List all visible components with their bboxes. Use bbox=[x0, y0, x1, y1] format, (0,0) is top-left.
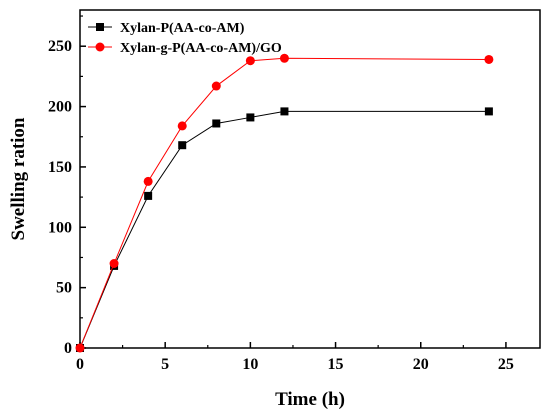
plot-area bbox=[79, 9, 541, 349]
y-axis-title: Swelling ration bbox=[8, 117, 29, 240]
series-2-point bbox=[143, 176, 153, 186]
series-layer bbox=[75, 53, 494, 353]
series-1-line bbox=[79, 110, 489, 349]
legend-label-series-1: Xylan-P(AA-co-AM) bbox=[120, 21, 245, 36]
series-1-point bbox=[246, 113, 255, 122]
plot-frame bbox=[79, 9, 541, 349]
series-1-point bbox=[144, 191, 153, 200]
y-tick-label: 0 bbox=[64, 340, 72, 357]
x-tick-label: 25 bbox=[498, 356, 514, 373]
x-axis-title: Time (h) bbox=[275, 389, 345, 410]
series-1-point bbox=[212, 119, 221, 128]
y-tick-label: 250 bbox=[48, 38, 72, 55]
x-tick-label: 10 bbox=[242, 356, 258, 373]
x-tick-label: 20 bbox=[413, 356, 429, 373]
y-tick-label: 100 bbox=[48, 219, 72, 236]
legend: Xylan-P(AA-co-AM) Xylan-g-P(AA-co-AM)/GO bbox=[88, 21, 282, 56]
y-tick-label: 50 bbox=[56, 280, 72, 297]
series-1-point bbox=[178, 141, 187, 150]
x-axis: 0 5 10 15 20 25 bbox=[76, 342, 514, 373]
series-1-point bbox=[484, 107, 493, 116]
legend-marker-series-2 bbox=[95, 42, 105, 52]
series-2-point bbox=[75, 343, 85, 353]
x-tick-label: 15 bbox=[328, 356, 344, 373]
series-2-point bbox=[279, 53, 289, 63]
series-2-line bbox=[79, 57, 489, 349]
series-2-point bbox=[484, 54, 494, 64]
y-tick-label: 200 bbox=[48, 99, 72, 116]
series-2-point bbox=[109, 259, 119, 268]
series-2-point bbox=[245, 56, 255, 66]
series-2-point bbox=[177, 121, 187, 131]
series-1-point bbox=[280, 107, 289, 116]
x-tick-label: 0 bbox=[76, 356, 84, 373]
legend-label-series-2: Xylan-g-P(AA-co-AM)/GO bbox=[120, 41, 282, 56]
series-2-point bbox=[211, 81, 221, 91]
y-tick-label: 150 bbox=[48, 159, 72, 176]
legend-marker-series-1 bbox=[96, 23, 104, 31]
x-tick-label: 5 bbox=[161, 356, 169, 373]
